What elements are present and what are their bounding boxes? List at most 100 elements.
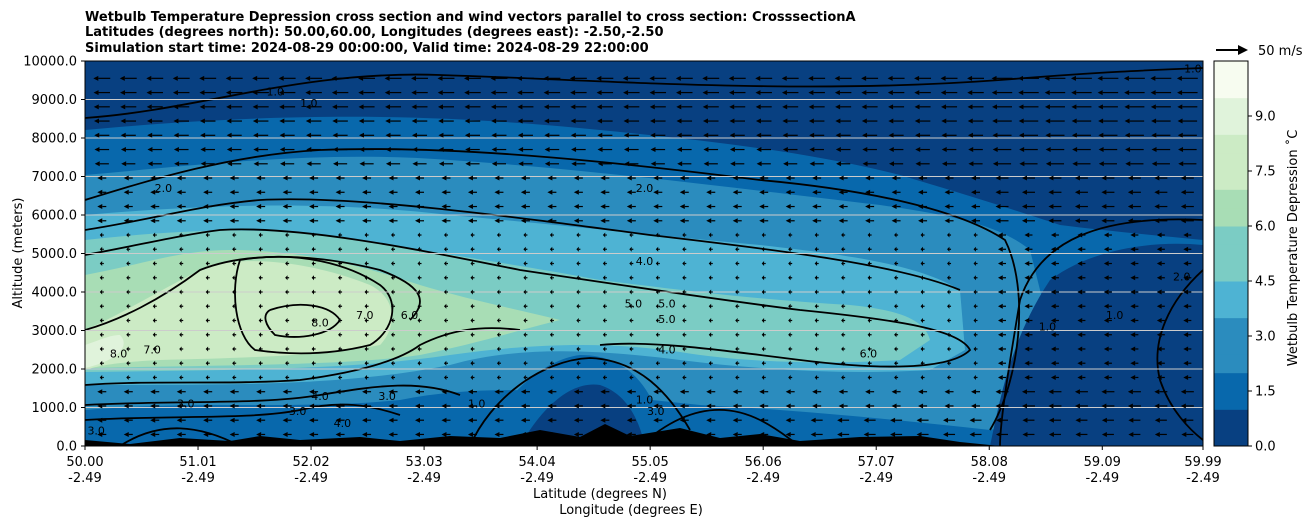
wind-vector-head: [1183, 303, 1189, 309]
wind-vector-head: [1071, 104, 1077, 110]
wind-vector-head: [362, 389, 368, 395]
wind-vector-head: [232, 289, 235, 295]
wind-vector-head: [835, 104, 841, 110]
wind-vector-head: [887, 75, 893, 81]
wind-vector-head: [841, 232, 844, 238]
wind-vector-head: [417, 289, 420, 295]
wind-vector-head: [121, 161, 127, 167]
wind-vector-head: [494, 175, 500, 181]
wind-vector-head: [1048, 204, 1054, 210]
wind-vector-head: [496, 303, 500, 309]
wind-vector-head: [152, 332, 156, 338]
wind-vector-head: [992, 132, 998, 138]
wind-vector-head: [841, 289, 844, 295]
wind-vector-head: [679, 175, 685, 181]
wind-vector-head: [123, 431, 129, 437]
contour-labels: 1.0 1.0 2.0 2.0 4.0 7.0 8.0 6.0 5.0 5.0 5.0 4.0 6.0 1…: [87, 63, 1201, 438]
wind-vector-head: [914, 104, 920, 110]
wind-vector-head: [915, 161, 921, 167]
colorbar-frame: [1213, 60, 1249, 447]
wind-vector-head: [973, 275, 976, 281]
wind-vector-head: [311, 332, 315, 338]
wind-vector-head: [126, 332, 129, 338]
wind-vector-head: [1156, 232, 1162, 238]
wind-vector-head: [306, 132, 312, 138]
wind-vector-head: [256, 204, 262, 210]
wind-vector-head: [205, 317, 209, 323]
wind-vector-head: [1183, 332, 1189, 338]
wind-vector-head: [256, 389, 262, 395]
wind-vector-head: [1048, 403, 1054, 409]
wind-vector-head: [1021, 175, 1027, 181]
wind-vector-head: [417, 275, 420, 281]
wind-vector-head: [229, 189, 235, 195]
contour-1: [85, 67, 1203, 119]
wind-vector-head: [679, 218, 685, 224]
wind-vector-head: [364, 303, 367, 309]
wind-vector-head: [549, 261, 553, 267]
wind-vector-head: [865, 403, 871, 409]
wind-vector-head: [576, 346, 579, 352]
wind-vector-head: [706, 417, 712, 423]
wind-vector-head: [576, 332, 579, 338]
colorbar-swatch: [1214, 244, 1248, 264]
wind-vector-head: [708, 289, 712, 295]
wind-vector-head: [490, 75, 496, 81]
wind-vector-head: [650, 161, 656, 167]
wind-vector-head: [364, 360, 367, 366]
wind-vector-head: [385, 147, 391, 153]
wind-vector-head: [918, 389, 924, 395]
wind-vector-head: [441, 218, 447, 224]
wind-vector-head: [94, 147, 100, 153]
wind-vector-head: [918, 175, 924, 181]
wind-vector-head: [708, 360, 712, 366]
wind-vector-head: [732, 417, 738, 423]
wind-vector-head: [735, 346, 738, 352]
x-tick-label-latitude: 57.07: [858, 455, 895, 470]
wind-vector-head: [1024, 303, 1030, 309]
contour-label: 4.0: [311, 390, 329, 403]
wind-vector-head: [544, 118, 550, 124]
wind-vector-head: [573, 389, 579, 395]
wind-vector-head: [97, 204, 103, 210]
wind-vector-head: [600, 175, 606, 181]
wind-vector-head: [836, 161, 842, 167]
wind-vector-head: [602, 303, 606, 309]
x-tick-label-longitude: -2.49: [294, 471, 328, 486]
wind-vector-head: [841, 303, 844, 309]
wind-vector-head: [258, 303, 262, 309]
wind-vector-head: [494, 389, 500, 395]
wind-vector-head: [914, 90, 920, 96]
wind-vector-head: [359, 147, 365, 153]
wind-vector-head: [626, 417, 632, 423]
wind-vector-head: [1048, 189, 1054, 195]
wind-vector-head: [179, 289, 182, 295]
wind-vector-head: [364, 261, 367, 267]
y-tick-label: 9000.0: [32, 93, 78, 108]
wind-vector-head: [205, 275, 209, 281]
wind-vector-head: [576, 303, 579, 309]
wind-vector-head: [279, 147, 285, 153]
wind-vector-head: [992, 147, 998, 153]
wind-vector-head: [359, 161, 365, 167]
wind-vector-head: [518, 147, 524, 153]
wind-vector-head: [523, 289, 526, 295]
wind-vector-head: [682, 332, 685, 338]
wind-vector-head: [332, 104, 338, 110]
wind-vector-head: [362, 431, 368, 437]
wind-vector-head: [338, 261, 341, 267]
wind-vector-head: [126, 261, 129, 267]
wind-vector-head: [229, 218, 235, 224]
wind-vector-head: [172, 90, 178, 96]
wind-vector-head: [496, 275, 500, 281]
wind-vector-head: [894, 346, 897, 352]
wind-vector-head: [597, 161, 603, 167]
wind-vector-head: [359, 132, 365, 138]
wind-vector-head: [252, 104, 258, 110]
wind-vector-head: [889, 161, 895, 167]
wind-vector-head: [1071, 132, 1077, 138]
wind-vector-head: [941, 118, 947, 124]
wind-vector-head: [391, 332, 394, 338]
wind-vector-head: [126, 232, 129, 238]
wind-vector-head: [600, 189, 606, 195]
